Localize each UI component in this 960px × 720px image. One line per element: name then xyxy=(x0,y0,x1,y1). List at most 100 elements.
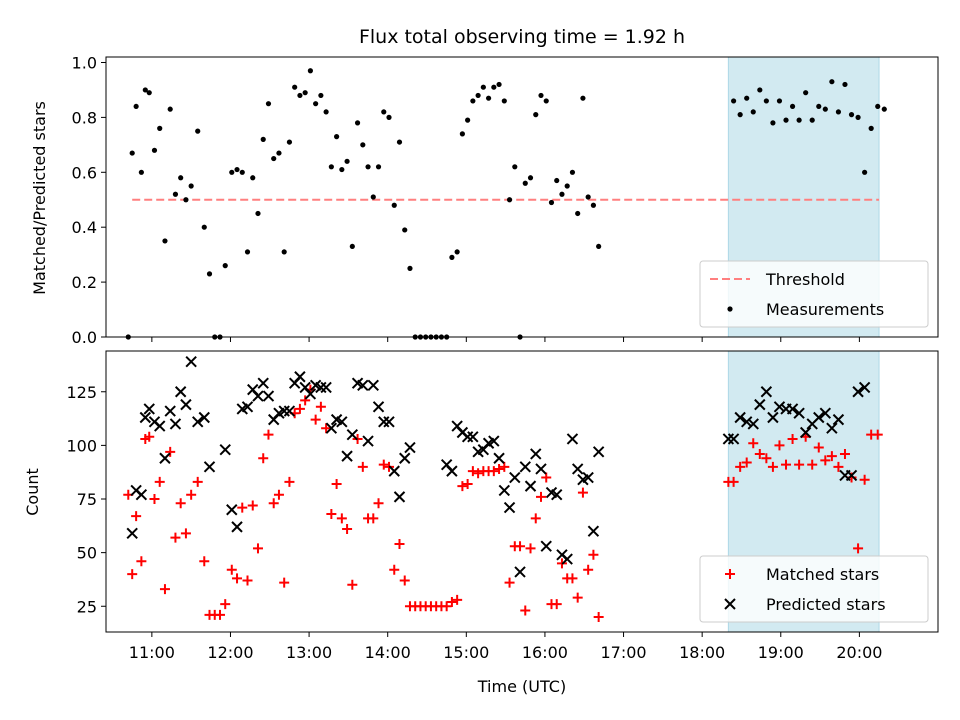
measurement-point xyxy=(580,95,586,101)
measurement-point xyxy=(506,197,513,203)
y-tick-label: 25 xyxy=(77,597,97,616)
predicted-star-point xyxy=(734,411,746,424)
matched-star-point xyxy=(347,579,358,590)
matched-star-point xyxy=(310,414,321,425)
legend-label: Measurements xyxy=(766,300,884,319)
matched-star-point xyxy=(452,594,463,605)
matched-star-point xyxy=(321,423,332,434)
measurement-point xyxy=(365,164,371,170)
measurement-point xyxy=(585,194,591,200)
y-tick-label: 0.0 xyxy=(72,328,97,347)
predicted-star-point xyxy=(346,428,359,441)
predicted-star-point xyxy=(241,401,254,413)
measurement-point xyxy=(770,120,776,126)
predicted-star-point xyxy=(540,540,552,552)
measurement-point xyxy=(188,183,194,189)
predicted-star-point xyxy=(786,403,799,415)
predicted-star-point xyxy=(372,401,385,413)
predicted-star-point xyxy=(509,471,521,484)
predicted-star-point xyxy=(519,461,531,473)
chart-title: Flux total observing time = 1.92 h xyxy=(359,26,685,48)
predicted-star-point xyxy=(320,381,332,394)
top-panel: 0.0 0.2 0.4 0.6 0.8 1.0 Threshold Measurements xyxy=(72,53,939,347)
matched-star-point xyxy=(357,461,368,472)
matched-star-point xyxy=(787,433,798,444)
predicted-star-point xyxy=(231,521,243,533)
measurement-point xyxy=(407,265,413,271)
bottom-panel: 25 50 75 100 125 11:00 12:00 13:00 14:00 15:00 16:… xyxy=(66,350,939,662)
top-axes-frame xyxy=(105,56,939,338)
matched-star-point xyxy=(761,453,772,464)
matched-star-point xyxy=(567,573,578,584)
matched-star-point xyxy=(535,491,546,502)
measurement-point xyxy=(454,249,460,255)
measurement-point xyxy=(172,191,179,197)
measurement-point xyxy=(731,98,737,104)
measurement-point xyxy=(391,202,397,208)
matched-star-point xyxy=(794,459,805,470)
legend-label: Predicted stars xyxy=(766,595,886,614)
matched-star-point xyxy=(258,453,269,464)
predicted-star-point xyxy=(367,379,379,392)
predicted-star-point xyxy=(336,416,348,428)
measurement-point xyxy=(803,90,809,96)
measurement-point xyxy=(250,175,256,181)
matched-star-point xyxy=(336,513,347,524)
measurement-point xyxy=(816,103,822,110)
measurement-point xyxy=(339,166,345,173)
measurement-point xyxy=(596,243,602,250)
measurement-point xyxy=(855,114,861,120)
matched-star-point xyxy=(826,451,837,462)
measurement-point xyxy=(260,136,266,142)
predicted-star-point xyxy=(498,484,511,497)
matched-star-point xyxy=(131,511,142,522)
measurement-point xyxy=(480,84,486,90)
measurement-point xyxy=(459,131,465,137)
measurement-point xyxy=(178,175,184,181)
predicted-star-point xyxy=(143,403,155,415)
predicted-star-point xyxy=(754,398,766,411)
matched-star-point xyxy=(378,459,389,470)
predicted-star-point xyxy=(587,525,600,537)
predicted-star-point xyxy=(283,405,296,417)
matched-star-point xyxy=(541,472,552,483)
matched-star-point xyxy=(326,509,337,520)
legend-label: Matched stars xyxy=(766,565,879,584)
measurement-point xyxy=(183,197,189,203)
measurement-point xyxy=(796,117,802,123)
predicted-star-point xyxy=(524,480,537,492)
matched-star-point xyxy=(394,539,405,550)
predicted-star-point xyxy=(561,553,573,565)
matched-star-point xyxy=(144,431,155,442)
matched-star-point xyxy=(488,466,499,477)
predicted-star-point xyxy=(315,381,327,394)
predicted-star-point xyxy=(503,501,516,514)
matched-star-point xyxy=(294,403,305,414)
y-tick-label: 75 xyxy=(77,490,97,509)
predicted-star-point xyxy=(383,416,395,428)
matched-star-point xyxy=(220,599,231,610)
measurement-point xyxy=(129,150,135,156)
matched-star-point xyxy=(741,457,752,468)
predicted-star-point xyxy=(760,386,773,398)
x-tick-label: 19:00 xyxy=(758,643,804,662)
predicted-star-point xyxy=(488,435,500,447)
x-tick-label: 12:00 xyxy=(207,643,253,662)
measurement-point xyxy=(470,98,476,104)
matched-star-point xyxy=(368,513,379,524)
matched-star-point xyxy=(446,596,457,607)
x-tick-label: 18:00 xyxy=(679,643,725,662)
predicted-star-point xyxy=(135,489,148,501)
measurement-point xyxy=(162,238,168,244)
matched-star-point xyxy=(820,455,831,466)
measurement-point xyxy=(344,158,350,164)
predicted-star-point xyxy=(399,452,411,464)
measurement-point xyxy=(501,98,507,104)
measurement-point xyxy=(533,112,539,118)
measurement-point xyxy=(201,224,207,230)
matched-star-point xyxy=(872,429,883,440)
predicted-star-point xyxy=(388,465,400,477)
measurement-point xyxy=(323,109,329,115)
measurement-point xyxy=(396,139,403,145)
